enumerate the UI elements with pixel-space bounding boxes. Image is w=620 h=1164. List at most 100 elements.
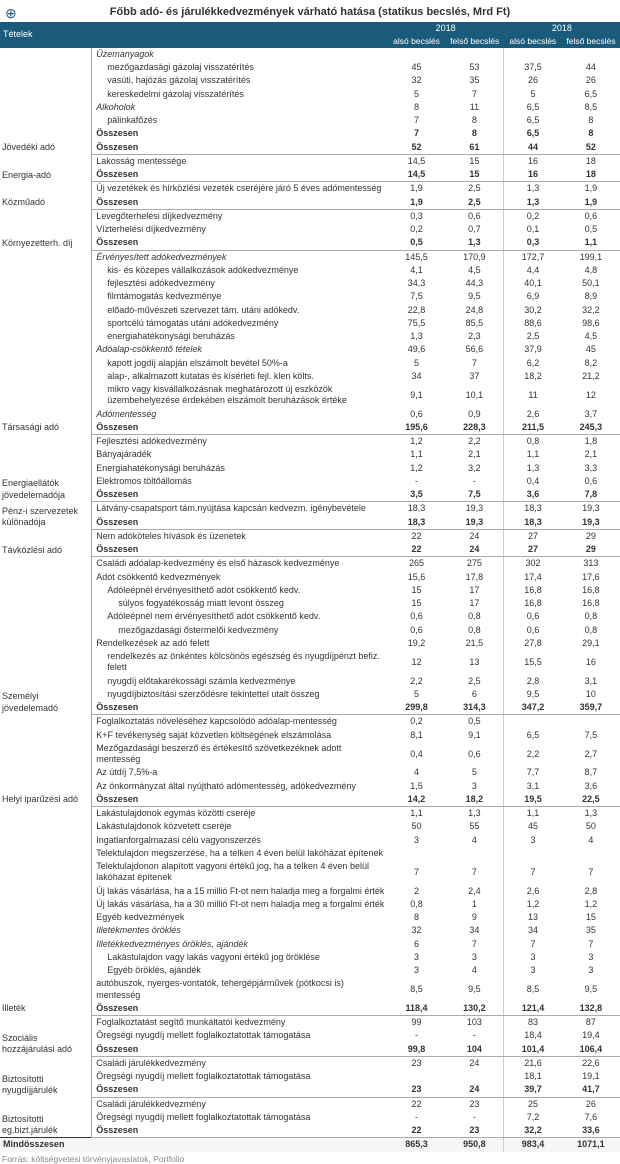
- table-row: Összesen18,319,318,319,3: [0, 516, 620, 530]
- cell: 8,2: [562, 357, 620, 370]
- cell: 2,2: [504, 742, 562, 767]
- cell: 11: [446, 101, 504, 114]
- row-label: mezőgazdasági őstermelői kedvezmény: [92, 624, 388, 637]
- row-label: Összesen: [92, 168, 388, 182]
- cell: 22,5: [562, 793, 620, 807]
- table-row: sportcélú támogatás utáni adókedvezmény7…: [0, 317, 620, 330]
- row-label: Adóleépnél érvényesíthető adót csökkentő…: [92, 584, 388, 597]
- row-label: Lakosság mentessége: [92, 154, 388, 168]
- cell: 0,6: [562, 209, 620, 223]
- cell: 0,2: [387, 223, 445, 236]
- cell: 14,5: [387, 154, 445, 168]
- cell: 118,4: [387, 1002, 445, 1016]
- cell: 0,8: [446, 624, 504, 637]
- cell: 32,2: [504, 1124, 562, 1138]
- cell: 0,6: [387, 408, 445, 421]
- table-row: Rendelkezések az adó felett19,221,527,82…: [0, 637, 620, 650]
- cell: 7,5: [562, 729, 620, 742]
- cell: 3: [504, 834, 562, 847]
- cell: 17,6: [562, 571, 620, 584]
- row-label: filmtámogatás kedvezménye: [92, 290, 388, 303]
- cell: 5: [387, 88, 445, 101]
- cell: 1,3: [504, 182, 562, 196]
- cell: 87: [562, 1016, 620, 1030]
- cell: 3,7: [562, 408, 620, 421]
- cell: 0,1: [504, 223, 562, 236]
- cell: 25: [504, 1097, 562, 1111]
- cell: 17: [446, 597, 504, 610]
- cell: 29: [562, 529, 620, 543]
- cell: 13: [504, 911, 562, 924]
- cell: 10: [562, 688, 620, 701]
- cell: 18,3: [504, 516, 562, 530]
- cell: 19,1: [562, 1070, 620, 1083]
- header-year-1: 2018: [387, 22, 503, 35]
- cell: 3: [387, 951, 445, 964]
- cell: 2,4: [446, 885, 504, 898]
- cell: 3,6: [504, 488, 562, 502]
- cell: 3,3: [562, 462, 620, 475]
- row-label: alap-, alkalmazott kutatás és kísérleti …: [92, 370, 388, 383]
- table-row: nyugdíj előtakarékossági számla kedvezmé…: [0, 675, 620, 688]
- cell: 0,6: [446, 209, 504, 223]
- row-label: Vízterhelési díjkedvezmény: [92, 223, 388, 236]
- table-row: KözműadóÚj vezetékek és hírközlési vezet…: [0, 182, 620, 196]
- cell: [504, 48, 562, 61]
- table-row: Lakástulajdonok közvetett cseréje5055455…: [0, 820, 620, 833]
- cell: 1: [446, 898, 504, 911]
- row-label: Illetékmentes öröklés: [92, 924, 388, 937]
- final-cell: 1071,1: [562, 1138, 620, 1152]
- cell: 1,1: [387, 807, 445, 821]
- cell: 16,8: [562, 597, 620, 610]
- cell: 15: [562, 911, 620, 924]
- cell: 22: [387, 1124, 445, 1138]
- source-text: Forrás: költségvetési törvényjavaslatok,…: [0, 1152, 620, 1164]
- table-row: Adóleépnél érvényesíthető adót csökkentő…: [0, 584, 620, 597]
- group-label: Környezetterh. díj: [0, 209, 92, 250]
- table-row: Összesen0,51,30,31,1: [0, 236, 620, 250]
- page-title: Főbb adó- és járulékkedvezmények várható…: [0, 0, 620, 22]
- cell: 4: [446, 964, 504, 977]
- cell: 7,6: [562, 1111, 620, 1124]
- table-row: Társasági adóÉrvényesített adókedvezmény…: [0, 250, 620, 264]
- cell: 2,2: [387, 675, 445, 688]
- table-row: Összesen1,92,51,31,9: [0, 196, 620, 210]
- cell: 2,2: [446, 435, 504, 449]
- cell: 4,1: [387, 264, 445, 277]
- row-label: Látvány-csapatsport tám.nyújtása kapcsán…: [92, 502, 388, 516]
- cell: 0,6: [504, 624, 562, 637]
- table-row: Összesen195,6228,3211,5245,3: [0, 421, 620, 435]
- cell: 7: [446, 938, 504, 951]
- cell: 0,6: [387, 624, 445, 637]
- cell: 15,6: [387, 571, 445, 584]
- table-row: Összesen786,58: [0, 127, 620, 140]
- cell: 16,8: [562, 584, 620, 597]
- cell: 2,5: [446, 196, 504, 210]
- cell: 2,5: [446, 675, 504, 688]
- row-label: Energiahatékonysági beruházás: [92, 462, 388, 475]
- cell: 15: [446, 168, 504, 182]
- table-row: Ingatlanforgalmazási célú vagyonszerzés3…: [0, 834, 620, 847]
- final-label: Mindösszesen: [0, 1138, 387, 1152]
- cell: 18,3: [387, 516, 445, 530]
- cell: 44: [562, 61, 620, 74]
- magnify-icon[interactable]: ⊕: [5, 5, 17, 22]
- cell: 170,9: [446, 250, 504, 264]
- cell: 0,7: [446, 223, 504, 236]
- cell: 32,2: [562, 304, 620, 317]
- cell: 1,2: [562, 898, 620, 911]
- header-year-row: Tételek 2018 2018: [0, 22, 620, 35]
- cell: 3,5: [387, 488, 445, 502]
- row-label: Összesen: [92, 793, 388, 807]
- cell: 16: [504, 168, 562, 182]
- cell: 6,2: [504, 357, 562, 370]
- cell: 8,5: [562, 101, 620, 114]
- cell: 6,5: [504, 127, 562, 140]
- cell: [446, 847, 504, 860]
- row-label: mikro vagy kisvállalkozásnak meghatározo…: [92, 383, 388, 408]
- cell: 0,8: [562, 610, 620, 623]
- cell: 9: [446, 911, 504, 924]
- row-label: vasúti, hajózás gázolaj visszatérítés: [92, 74, 388, 87]
- table-row: Összesen299,8314,3347,2359,7: [0, 701, 620, 715]
- cell: 7,8: [562, 488, 620, 502]
